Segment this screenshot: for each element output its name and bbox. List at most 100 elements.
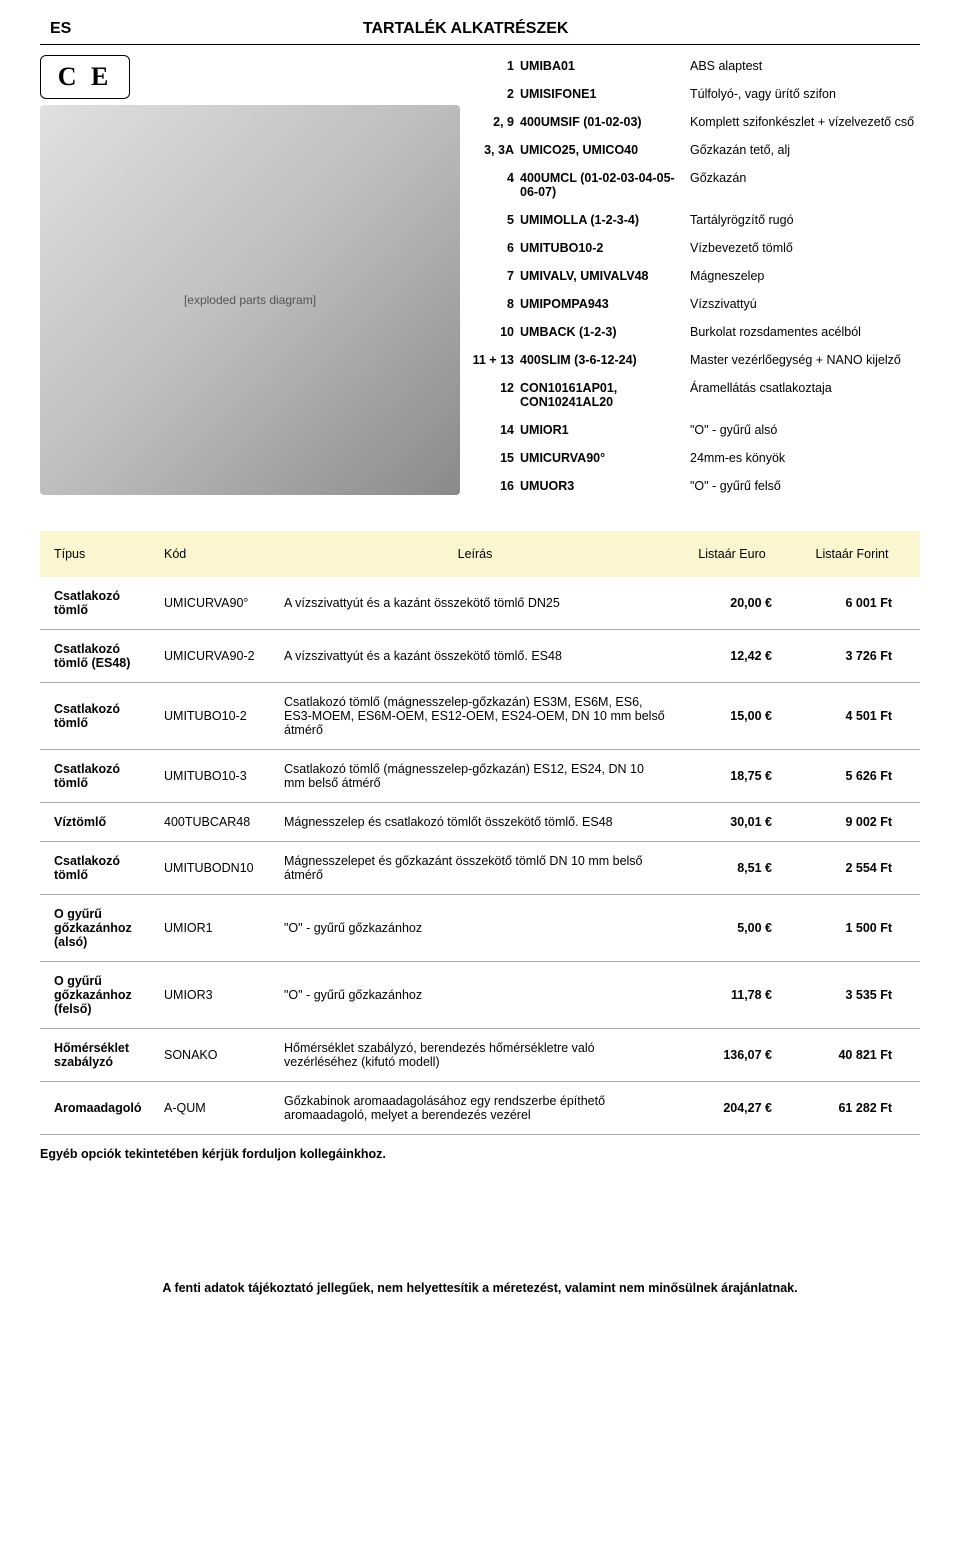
parts-num: 11 + 13 bbox=[470, 353, 520, 367]
cell-ft: 61 282 Ft bbox=[792, 1101, 912, 1115]
page-header: ES TARTALÉK ALKATRÉSZEK bbox=[40, 20, 920, 45]
parts-code: UMIOR1 bbox=[520, 423, 690, 437]
parts-code: UMBACK (1-2-3) bbox=[520, 325, 690, 339]
bottom-note: A fenti adatok tájékoztató jellegűek, ne… bbox=[40, 1281, 920, 1295]
price-row: Csatlakozó tömlőUMITUBODN10Mágnesszelepe… bbox=[40, 842, 920, 895]
parts-num: 10 bbox=[470, 325, 520, 339]
col-header-ft: Listaár Forint bbox=[792, 547, 912, 561]
cell-type: O gyűrű gőzkazánhoz (felső) bbox=[48, 974, 158, 1016]
parts-code: 400UMCL (01-02-03-04-05-06-07) bbox=[520, 171, 690, 199]
parts-code: 400SLIM (3-6-12-24) bbox=[520, 353, 690, 367]
parts-row: 6UMITUBO10-2Vízbevezető tömlő bbox=[470, 241, 920, 255]
parts-desc: 24mm-es könyök bbox=[690, 451, 920, 465]
parts-num: 15 bbox=[470, 451, 520, 465]
cell-eur: 15,00 € bbox=[672, 709, 792, 723]
parts-code: UMUOR3 bbox=[520, 479, 690, 493]
cell-eur: 8,51 € bbox=[672, 861, 792, 875]
exploded-diagram: [exploded parts diagram] bbox=[40, 105, 460, 495]
header-left: ES bbox=[40, 20, 71, 38]
parts-desc: Gőzkazán bbox=[690, 171, 920, 199]
cell-type: Csatlakozó tömlő bbox=[48, 762, 158, 790]
cell-type: Hőmérséklet szabályzó bbox=[48, 1041, 158, 1069]
price-row: O gyűrű gőzkazánhoz (felső)UMIOR3"O" - g… bbox=[40, 962, 920, 1029]
cell-type: Csatlakozó tömlő bbox=[48, 702, 158, 730]
cell-eur: 30,01 € bbox=[672, 815, 792, 829]
col-header-desc: Leírás bbox=[278, 547, 672, 561]
parts-desc: Vízbevezető tömlő bbox=[690, 241, 920, 255]
cell-type: O gyűrű gőzkazánhoz (alsó) bbox=[48, 907, 158, 949]
cell-code: UMITUBO10-2 bbox=[158, 709, 278, 723]
parts-row: 7UMIVALV, UMIVALV48Mágneszelep bbox=[470, 269, 920, 283]
top-section: C E [exploded parts diagram] 1UMIBA01ABS… bbox=[40, 55, 920, 507]
parts-desc: Master vezérlőegység + NANO kijelző bbox=[690, 353, 920, 367]
price-row: Csatlakozó tömlőUMICURVA90°A vízszivatty… bbox=[40, 577, 920, 630]
parts-num: 7 bbox=[470, 269, 520, 283]
cell-eur: 136,07 € bbox=[672, 1048, 792, 1062]
cell-eur: 12,42 € bbox=[672, 649, 792, 663]
cell-desc: Csatlakozó tömlő (mágnesszelep-gőzkazán)… bbox=[278, 695, 672, 737]
parts-desc: Komplett szifonkészlet + vízelvezető cső bbox=[690, 115, 920, 129]
parts-num: 3, 3A bbox=[470, 143, 520, 157]
cell-eur: 5,00 € bbox=[672, 921, 792, 935]
parts-desc: "O" - gyűrű felső bbox=[690, 479, 920, 493]
col-header-code: Kód bbox=[158, 547, 278, 561]
parts-num: 4 bbox=[470, 171, 520, 199]
price-row: O gyűrű gőzkazánhoz (alsó)UMIOR1"O" - gy… bbox=[40, 895, 920, 962]
parts-row: 4400UMCL (01-02-03-04-05-06-07)Gőzkazán bbox=[470, 171, 920, 199]
price-row: Víztömlő400TUBCAR48Mágnesszelep és csatl… bbox=[40, 803, 920, 842]
parts-code: UMITUBO10-2 bbox=[520, 241, 690, 255]
cell-ft: 5 626 Ft bbox=[792, 769, 912, 783]
footer-note: Egyéb opciók tekintetében kérjük fordulj… bbox=[40, 1147, 920, 1161]
parts-code: UMIMOLLA (1-2-3-4) bbox=[520, 213, 690, 227]
cell-ft: 6 001 Ft bbox=[792, 596, 912, 610]
parts-row: 12CON10161AP01, CON10241AL20Áramellátás … bbox=[470, 381, 920, 409]
parts-desc: Vízszivattyú bbox=[690, 297, 920, 311]
parts-num: 14 bbox=[470, 423, 520, 437]
cell-type: Aromaadagoló bbox=[48, 1101, 158, 1115]
cell-code: UMITUBODN10 bbox=[158, 861, 278, 875]
parts-num: 12 bbox=[470, 381, 520, 409]
parts-code: UMIVALV, UMIVALV48 bbox=[520, 269, 690, 283]
parts-desc: Túlfolyó-, vagy ürítő szifon bbox=[690, 87, 920, 101]
diagram-column: C E [exploded parts diagram] bbox=[40, 55, 460, 507]
price-table-body: Csatlakozó tömlő UMICURVA90° A vízszivatty… bbox=[40, 577, 920, 1135]
parts-num: 16 bbox=[470, 479, 520, 493]
col-header-eur: Listaár Euro bbox=[672, 547, 792, 561]
cell-ft: 2 554 Ft bbox=[792, 861, 912, 875]
cell-desc: Mágnesszelepet és gőzkazánt összekötő tö… bbox=[278, 854, 672, 882]
parts-code: CON10161AP01, CON10241AL20 bbox=[520, 381, 690, 409]
parts-num: 1 bbox=[470, 59, 520, 73]
price-row: Csatlakozó tömlő (ES48)UMICURVA90-2A víz… bbox=[40, 630, 920, 683]
price-table-header: Típus Kód Leírás Listaár Euro Listaár Fo… bbox=[40, 531, 920, 577]
cell-ft: 1 500 Ft bbox=[792, 921, 912, 935]
parts-num: 2, 9 bbox=[470, 115, 520, 129]
parts-desc: ABS alaptest bbox=[690, 59, 920, 73]
parts-row: 16UMUOR3"O" - gyűrű felső bbox=[470, 479, 920, 493]
cell-desc: Hőmérséklet szabályzó, berendezés hőmérs… bbox=[278, 1041, 672, 1069]
parts-code: UMICURVA90° bbox=[520, 451, 690, 465]
parts-desc: Áramellátás csatlakoztaja bbox=[690, 381, 920, 409]
cell-ft: 9 002 Ft bbox=[792, 815, 912, 829]
cell-code: A-QUM bbox=[158, 1101, 278, 1115]
parts-code: UMICO25, UMICO40 bbox=[520, 143, 690, 157]
cell-eur: 20,00 € bbox=[672, 596, 792, 610]
parts-num: 8 bbox=[470, 297, 520, 311]
parts-row: 2UMISIFONE1Túlfolyó-, vagy ürítő szifon bbox=[470, 87, 920, 101]
cell-desc: Csatlakozó tömlő (mágnesszelep-gőzkazán)… bbox=[278, 762, 672, 790]
parts-num: 6 bbox=[470, 241, 520, 255]
parts-num: 2 bbox=[470, 87, 520, 101]
cell-desc: A vízszivattyút és a kazánt összekötő tö… bbox=[278, 649, 672, 663]
cell-code: UMICURVA90° bbox=[158, 596, 278, 610]
cell-code: SONAKO bbox=[158, 1048, 278, 1062]
parts-row: 8UMIPOMPA943Vízszivattyú bbox=[470, 297, 920, 311]
cell-eur: 11,78 € bbox=[672, 988, 792, 1002]
cell-desc: "O" - gyűrű gőzkazánhoz bbox=[278, 988, 672, 1002]
header-title: TARTALÉK ALKATRÉSZEK bbox=[71, 20, 860, 38]
cell-eur: 18,75 € bbox=[672, 769, 792, 783]
cell-code: UMIOR3 bbox=[158, 988, 278, 1002]
cell-type: Víztömlő bbox=[48, 815, 158, 829]
cell-desc: Gőzkabinok aromaadagolásához egy rendsze… bbox=[278, 1094, 672, 1122]
parts-desc: Burkolat rozsdamentes acélból bbox=[690, 325, 920, 339]
parts-row: 15UMICURVA90°24mm-es könyök bbox=[470, 451, 920, 465]
parts-row: 5UMIMOLLA (1-2-3-4)Tartályrögzítő rugó bbox=[470, 213, 920, 227]
